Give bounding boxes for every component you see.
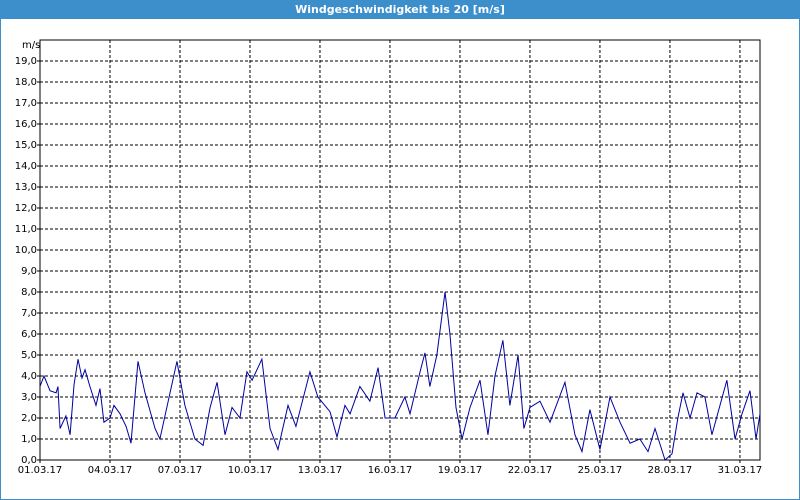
x-tick-label: 10.03.17 [228, 465, 273, 476]
y-tick-label: 16,0 [15, 119, 37, 130]
x-tick-label: 22.03.17 [508, 465, 553, 476]
x-tick-label: 19.03.17 [438, 465, 483, 476]
y-tick-label: 0,0 [21, 455, 37, 466]
y-tick-label: 4,0 [21, 371, 37, 382]
title-bar [0, 0, 800, 19]
x-tick-label: 01.03.17 [18, 465, 63, 476]
y-tick-label: 6,0 [21, 329, 37, 340]
x-tick-label: 25.03.17 [578, 465, 623, 476]
y-tick-label: 15,0 [15, 140, 37, 151]
plot: 0,0 1,0 2,0 3,0 4,0 5,0 6,0 7,0 8,0 9,0 10,0 11,0 12… [15, 39, 763, 476]
y-tick-label: 7,0 [21, 308, 37, 319]
y-tick-label: 14,0 [15, 161, 37, 172]
y-tick-label: 2,0 [21, 413, 37, 424]
x-tick-label: 07.03.17 [158, 465, 203, 476]
x-tick-label: 13.03.17 [298, 465, 343, 476]
chart-title: Windgeschwindigkeit bis 20 [m/s] [295, 3, 505, 16]
plot-border [39, 39, 761, 461]
y-tick-label: 10,0 [15, 245, 37, 256]
y-tick-label: 5,0 [21, 350, 37, 361]
x-tick-label: 04.03.17 [88, 465, 133, 476]
y-tick-label: 12,0 [15, 203, 37, 214]
x-tick-label: 31.03.17 [718, 465, 763, 476]
y-tick-label: 3,0 [21, 392, 37, 403]
y-tick-label: 9,0 [21, 266, 37, 277]
y-axis-label: m/s [22, 40, 40, 51]
y-tick-label: 8,0 [21, 287, 37, 298]
x-tick-label: 16.03.17 [368, 465, 413, 476]
y-tick-label: 13,0 [15, 182, 37, 193]
wind-line [39, 291, 761, 461]
y-tick-label: 11,0 [15, 224, 37, 235]
x-tick-label: 28.03.17 [648, 465, 693, 476]
y-tick-label: 17,0 [15, 98, 37, 109]
y-tick-label: 18,0 [15, 77, 37, 88]
y-tick-label: 1,0 [21, 434, 37, 445]
y-tick-label: 19,0 [15, 56, 37, 67]
